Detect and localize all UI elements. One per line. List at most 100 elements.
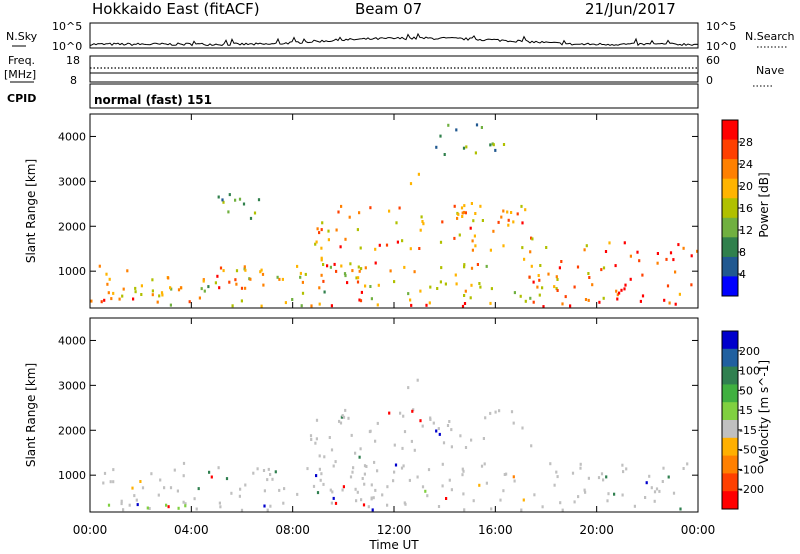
data-cell-86 [259, 270, 262, 274]
colorbar-swatch-4 [722, 402, 738, 421]
colorbar-swatch-1 [722, 348, 738, 368]
power-cbar-label: Power [dB] [757, 172, 771, 237]
data-cell-103 [346, 281, 349, 285]
data-cell-172 [455, 282, 458, 286]
data-cell-65 [661, 480, 664, 483]
data-cell-173 [450, 445, 453, 449]
data-cell-211 [369, 429, 372, 433]
power-y-axis: 1000 2000 3000 4000 [58, 130, 698, 278]
data-cell-156 [398, 206, 401, 210]
x-tick-label-2: 08:00 [275, 523, 310, 537]
data-cell-298 [227, 210, 230, 214]
data-cell-187 [354, 451, 357, 455]
data-cell-101 [357, 276, 360, 280]
data-cell-281 [638, 259, 641, 263]
data-cell-223 [521, 221, 524, 225]
data-cell-51 [363, 464, 367, 468]
data-cell-303 [217, 195, 220, 199]
data-cell-127 [483, 462, 486, 466]
data-cell-4 [462, 469, 465, 473]
data-cell-0 [450, 488, 453, 492]
data-cell-225 [373, 460, 376, 464]
data-cell-111 [378, 243, 381, 247]
data-cell-274 [600, 268, 603, 272]
data-cell-206 [489, 301, 492, 305]
data-cell-315 [462, 146, 466, 150]
data-cell-149 [469, 226, 472, 230]
data-cell-84 [655, 487, 659, 491]
data-cell-310 [480, 126, 483, 129]
data-cell-184 [454, 273, 457, 277]
data-cell-60 [541, 505, 544, 509]
data-cell-248 [545, 246, 548, 249]
data-cell-169 [420, 215, 423, 219]
data-cell-217 [319, 478, 322, 482]
data-cell-128 [461, 215, 464, 218]
data-cell-56 [334, 501, 338, 505]
cpid-label: CPID [7, 92, 36, 105]
data-cell-143 [139, 480, 142, 483]
data-cell-55 [318, 302, 321, 306]
data-cell-131 [386, 503, 389, 507]
data-cell-158 [310, 438, 313, 441]
data-cell-127 [500, 215, 503, 219]
data-cell-216 [361, 477, 364, 480]
data-cell-302 [222, 200, 225, 204]
data-cell-313 [474, 151, 477, 155]
cpid-frame [89, 83, 699, 109]
data-cell-234 [351, 470, 354, 474]
colorbar-swatch-7 [722, 455, 738, 474]
data-cell-280 [636, 250, 639, 254]
colorbar-tick-label-3: 16 [739, 202, 753, 215]
data-cell-180 [389, 269, 392, 273]
data-cell-115 [385, 243, 389, 247]
data-cell-132 [182, 500, 185, 504]
data-cell-284 [656, 261, 659, 265]
data-cell-194 [476, 263, 479, 266]
data-cell-159 [320, 228, 323, 232]
power-ylabel: Slant Range [km] [24, 159, 38, 263]
data-cell-42 [248, 277, 251, 281]
data-cell-192 [438, 432, 441, 436]
data-cell-53 [633, 504, 636, 508]
data-cell-117 [120, 499, 123, 503]
nsearch-label: N.Search [745, 30, 795, 43]
data-cell-224 [456, 216, 459, 220]
x-tick-label-0: 00:00 [73, 523, 108, 537]
data-cell-221 [334, 460, 337, 464]
data-cell-308 [221, 198, 224, 202]
data-cell-79 [283, 487, 286, 491]
data-cell-19 [207, 285, 210, 289]
data-cell-253 [669, 251, 673, 255]
y-tick-label-2: 3000 [58, 175, 86, 188]
data-cell-232 [358, 455, 361, 459]
data-cell-207 [350, 433, 353, 437]
y-tick-label-3: 4000 [58, 130, 86, 143]
data-cell-136 [219, 505, 222, 509]
velocity-y-axis: 1000 2000 3000 4000 [58, 334, 698, 482]
data-cell-212 [453, 204, 456, 208]
data-cell-187 [409, 298, 412, 302]
data-cell-244 [512, 475, 515, 479]
data-cell-204 [370, 297, 373, 301]
data-cell-3 [393, 470, 396, 474]
data-cell-93 [505, 472, 508, 476]
data-cell-174 [328, 436, 331, 439]
data-cell-55 [559, 501, 562, 505]
data-cell-97 [339, 245, 342, 249]
data-cell-91 [577, 495, 580, 499]
data-cell-290 [561, 302, 564, 306]
data-cell-60 [134, 286, 137, 290]
data-cell-123 [667, 475, 670, 479]
data-cell-108 [404, 502, 407, 506]
data-cell-143 [530, 236, 533, 240]
y-tick-label-1: 2000 [58, 220, 86, 233]
data-cell-69 [100, 300, 103, 304]
data-cell-99 [648, 474, 651, 478]
nave-label: Nave [756, 64, 784, 77]
data-cell-87 [219, 266, 223, 270]
data-cell-66 [597, 476, 601, 480]
colorbar-tick-label-5: 8 [739, 246, 746, 259]
data-cell-126 [367, 505, 370, 509]
data-cell-73 [112, 480, 115, 484]
